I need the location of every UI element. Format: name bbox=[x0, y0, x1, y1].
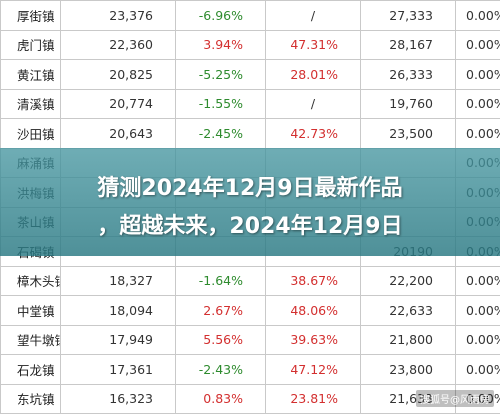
banner-title-line-2: ，超越未来，2024年12月9日 bbox=[0, 208, 500, 240]
last-value-cell: 28,167 bbox=[361, 30, 456, 60]
change-cell: 2.67% bbox=[176, 296, 266, 326]
last-value-cell: 23,800 bbox=[361, 355, 456, 385]
change-cell: -2.45% bbox=[176, 119, 266, 149]
ratio-cell: 0.00% bbox=[456, 119, 500, 149]
last-value-cell: 22,200 bbox=[361, 266, 456, 296]
town-cell: 中堂镇 bbox=[1, 296, 61, 326]
last-value-cell: 27,333 bbox=[361, 1, 456, 31]
share-cell: 23.81% bbox=[266, 384, 361, 414]
share-cell: 48.06% bbox=[266, 296, 361, 326]
banner-title-line-1: 猜测2024年12月9日最新作品 bbox=[0, 170, 500, 202]
change-cell: -6.96% bbox=[176, 1, 266, 31]
share-cell: 42.73% bbox=[266, 119, 361, 149]
last-value-cell: 23,500 bbox=[361, 119, 456, 149]
last-value-cell: 22,633 bbox=[361, 296, 456, 326]
ratio-cell: 0.00% bbox=[456, 296, 500, 326]
share-cell: / bbox=[266, 1, 361, 31]
ratio-cell: 0.00% bbox=[456, 355, 500, 385]
ratio-cell: 0.00% bbox=[456, 1, 500, 31]
share-cell: 39.63% bbox=[266, 325, 361, 355]
value-cell: 16,323 bbox=[61, 384, 176, 414]
ratio-cell: 0.00% bbox=[456, 89, 500, 119]
share-cell: 28.01% bbox=[266, 60, 361, 90]
last-value-cell: 19,760 bbox=[361, 89, 456, 119]
value-cell: 17,361 bbox=[61, 355, 176, 385]
change-cell: -1.55% bbox=[176, 89, 266, 119]
share-cell: / bbox=[266, 89, 361, 119]
value-cell: 20,643 bbox=[61, 119, 176, 149]
value-cell: 20,825 bbox=[61, 60, 176, 90]
last-value-cell: 21,800 bbox=[361, 325, 456, 355]
change-cell: -2.43% bbox=[176, 355, 266, 385]
value-cell: 23,376 bbox=[61, 1, 176, 31]
ratio-cell: 0.00% bbox=[456, 30, 500, 60]
change-cell: -5.25% bbox=[176, 60, 266, 90]
value-cell: 18,094 bbox=[61, 296, 176, 326]
ratio-cell: 0.00% bbox=[456, 60, 500, 90]
town-cell: 虎门镇 bbox=[1, 30, 61, 60]
town-cell: 望牛墩镇 bbox=[1, 325, 61, 355]
change-cell: -1.64% bbox=[176, 266, 266, 296]
ratio-cell: 0.00% bbox=[456, 325, 500, 355]
town-cell: 樟木头镇 bbox=[1, 266, 61, 296]
town-cell: 黄江镇 bbox=[1, 60, 61, 90]
last-value-cell: 26,333 bbox=[361, 60, 456, 90]
value-cell: 22,360 bbox=[61, 30, 176, 60]
change-cell: 0.83% bbox=[176, 384, 266, 414]
town-cell: 东坑镇 bbox=[1, 384, 61, 414]
change-cell: 5.56% bbox=[176, 325, 266, 355]
watermark: 搜狐号@风雨房 bbox=[416, 390, 494, 407]
ratio-cell: 0.00% bbox=[456, 266, 500, 296]
value-cell: 17,949 bbox=[61, 325, 176, 355]
town-cell: 清溪镇 bbox=[1, 89, 61, 119]
value-cell: 20,774 bbox=[61, 89, 176, 119]
town-cell: 沙田镇 bbox=[1, 119, 61, 149]
town-cell: 厚街镇 bbox=[1, 1, 61, 31]
share-cell: 47.12% bbox=[266, 355, 361, 385]
change-cell: 3.94% bbox=[176, 30, 266, 60]
share-cell: 38.67% bbox=[266, 266, 361, 296]
share-cell: 47.31% bbox=[266, 30, 361, 60]
town-cell: 石龙镇 bbox=[1, 355, 61, 385]
value-cell: 18,327 bbox=[61, 266, 176, 296]
